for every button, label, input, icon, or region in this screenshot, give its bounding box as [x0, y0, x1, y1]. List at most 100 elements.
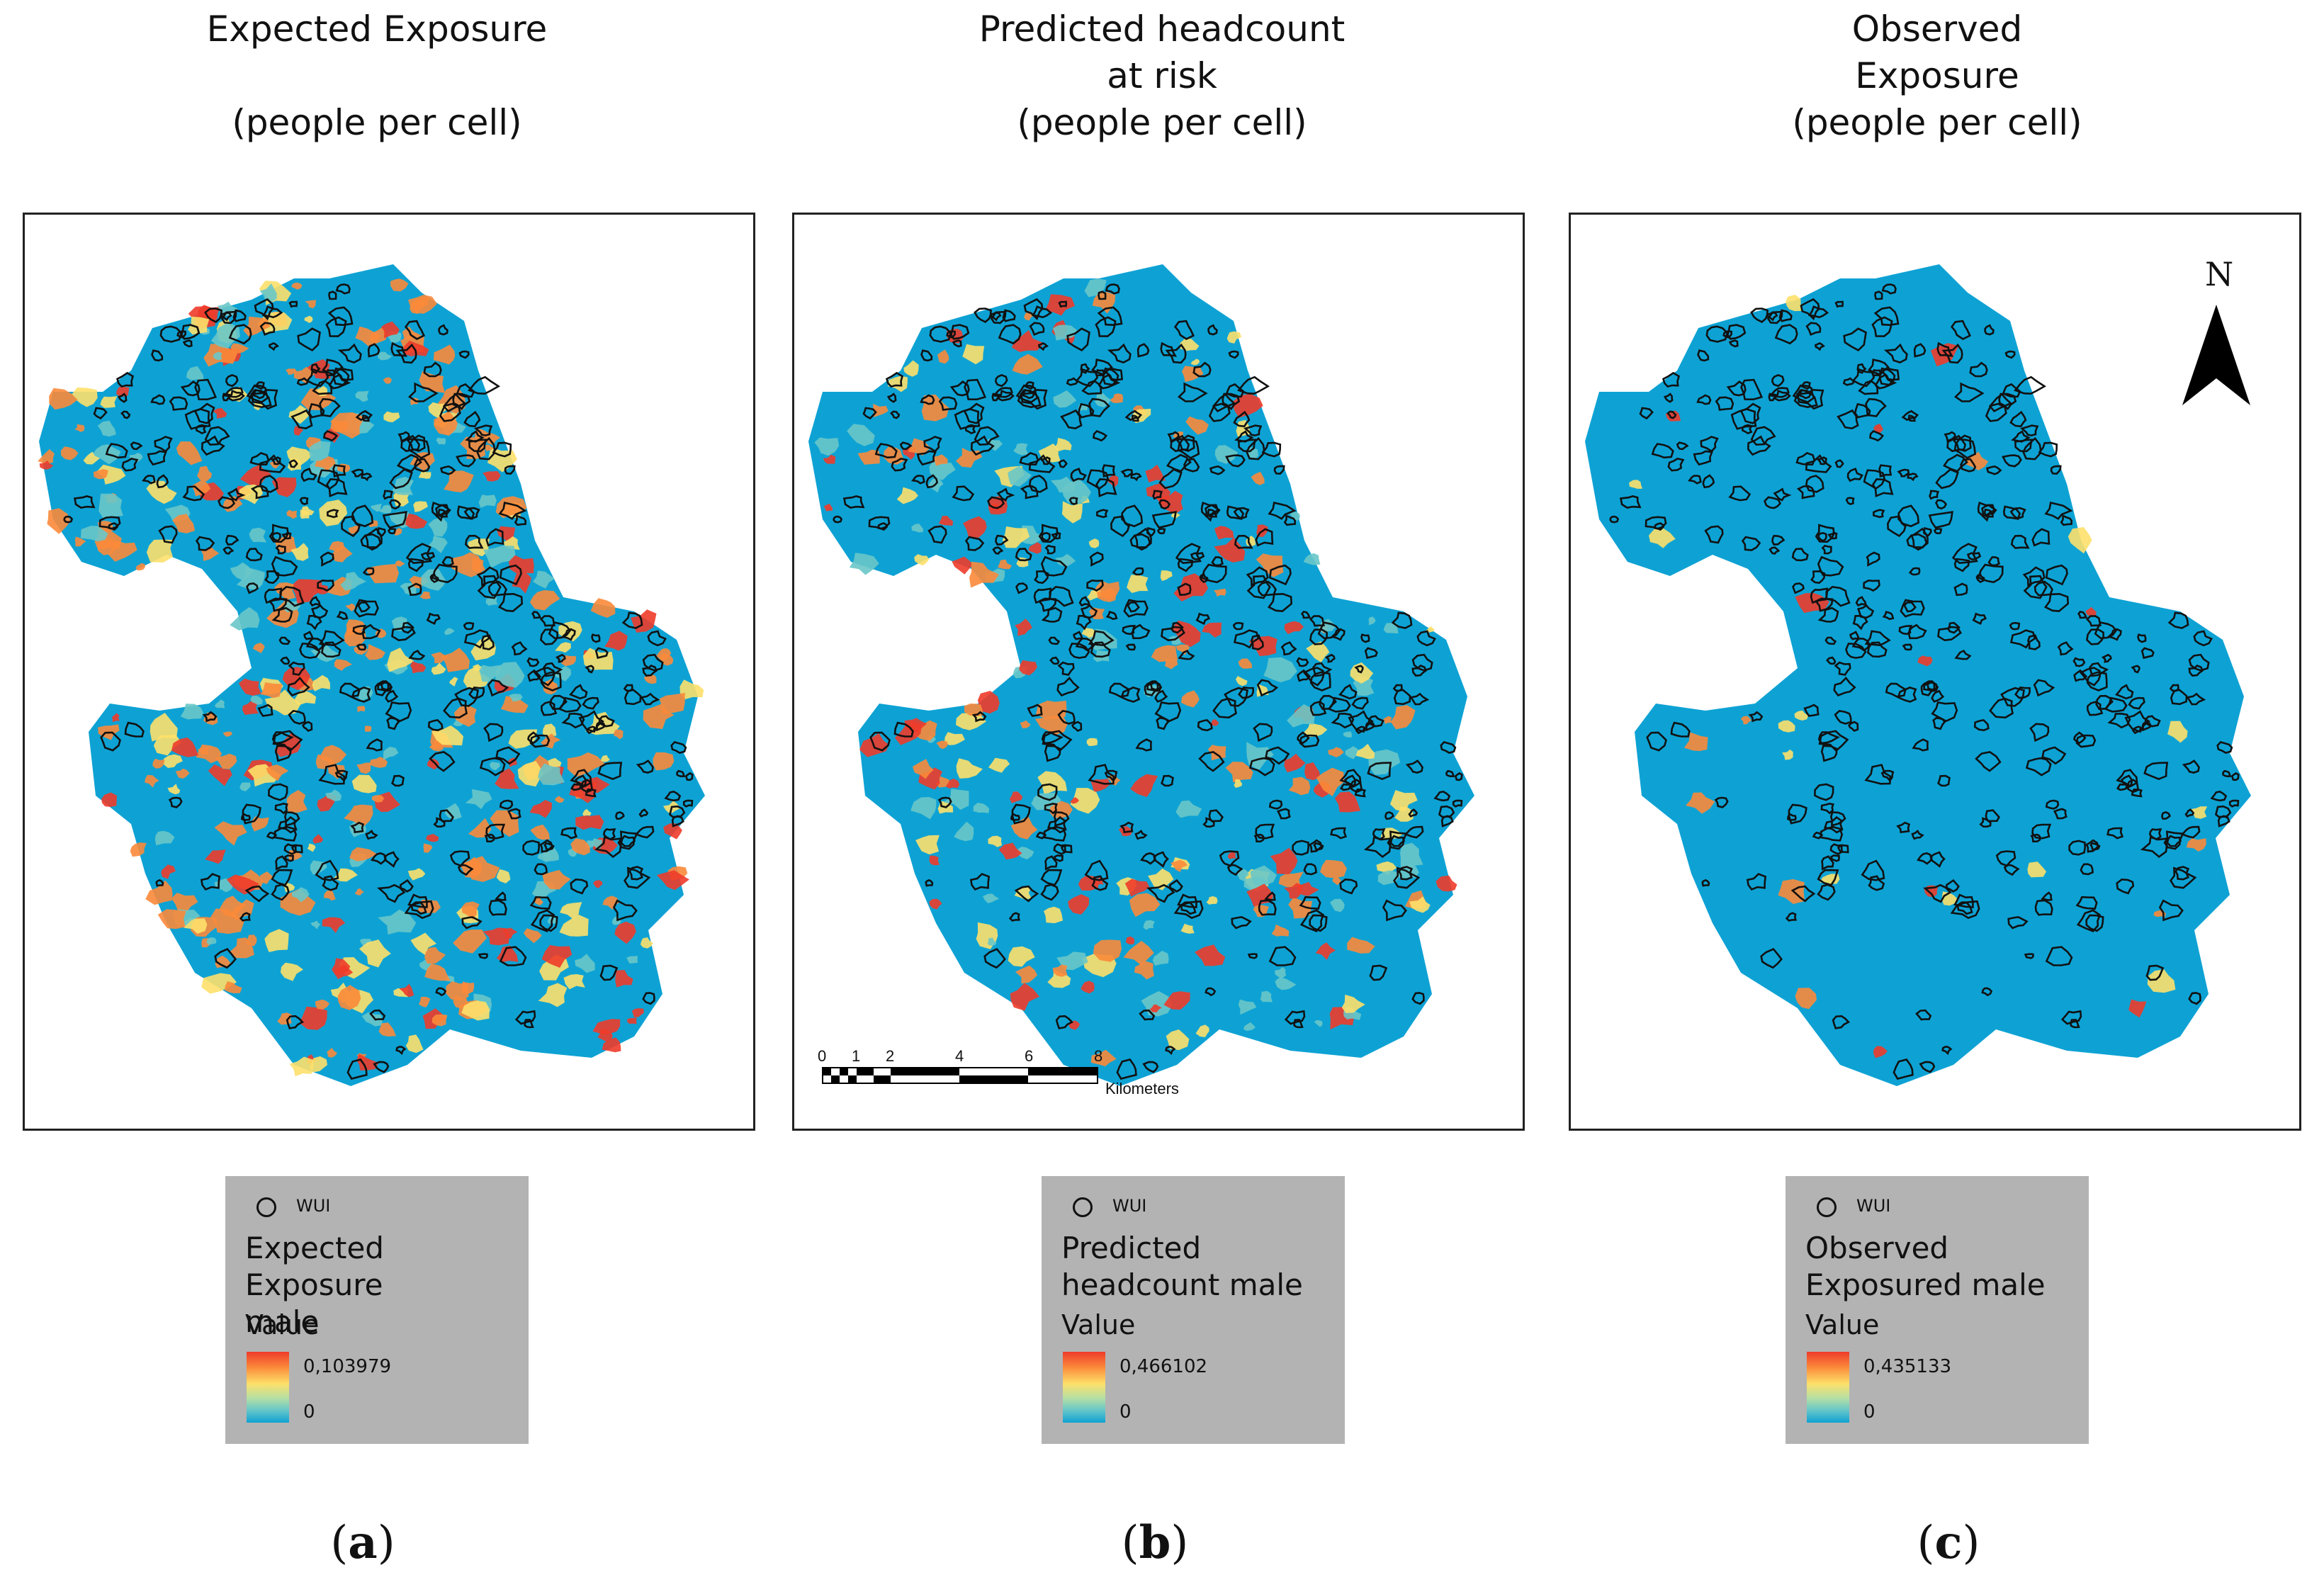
exposure-patch — [1683, 732, 1708, 751]
exposure-patch — [74, 424, 85, 432]
wui-outline — [1057, 661, 1075, 676]
wui-outline — [1817, 869, 1839, 886]
wui-outline — [325, 316, 347, 337]
wui-outline — [485, 528, 504, 547]
exposure-patch — [1107, 475, 1119, 487]
wui-outline — [543, 842, 555, 851]
wui-outline — [2104, 696, 2128, 713]
exposure-patch — [483, 927, 509, 946]
wui-outline — [1102, 367, 1119, 386]
wui-outline — [1897, 504, 1920, 528]
exposure-patch — [1168, 636, 1183, 645]
panel-b-letter: (b) — [1121, 1516, 1189, 1569]
wui-outline — [262, 305, 283, 319]
wui-outline — [1817, 731, 1840, 745]
wui-outline — [2014, 375, 2046, 395]
wui-outline — [383, 490, 393, 500]
exposure-patch — [324, 890, 336, 901]
wui-outline — [2140, 835, 2168, 859]
wui-outline — [142, 475, 156, 485]
exposure-patch — [541, 944, 572, 968]
wui-outline — [1201, 563, 1227, 584]
wui-outline — [602, 828, 616, 841]
wui-outline — [389, 499, 402, 510]
wui-outline — [2188, 992, 2201, 1005]
wui-outline — [992, 387, 1013, 398]
map-panel-a[interactable] — [23, 213, 755, 1131]
exposure-patch — [529, 800, 552, 818]
wui-outline — [504, 465, 516, 475]
exposure-patch — [444, 470, 474, 492]
wui-outlines — [833, 283, 1463, 1080]
wui-outline — [1764, 496, 1782, 509]
exposure-patch — [414, 296, 429, 306]
exposure-patch — [424, 947, 446, 964]
wui-outline — [456, 383, 475, 398]
wui-outline — [1363, 835, 1392, 859]
exposure-patch — [643, 674, 657, 684]
wui-outline — [1906, 533, 1928, 551]
wui-outline — [1778, 309, 1793, 322]
exposure-patch — [2068, 527, 2092, 554]
wui-outline — [2072, 657, 2086, 667]
wui-outline — [996, 487, 1015, 502]
exposure-patch — [1211, 719, 1219, 726]
wui-outline — [1771, 534, 1786, 546]
wui-outline — [200, 873, 221, 891]
wui-outline — [1849, 631, 1861, 640]
wui-outline — [2076, 909, 2102, 932]
exposure-patch — [49, 388, 78, 410]
wui-outline — [463, 507, 480, 519]
exposure-patch — [1214, 526, 1234, 540]
exposure-patch — [1134, 961, 1154, 980]
exposure-patch — [478, 495, 497, 508]
wui-outline — [624, 689, 642, 706]
wui-outline — [1769, 546, 1781, 555]
wui-outline — [2116, 878, 2135, 895]
wui-outline — [1817, 531, 1827, 542]
wui-outline — [1139, 1009, 1156, 1021]
wui-outline — [1816, 456, 1827, 465]
map-panel-b[interactable] — [792, 213, 1525, 1131]
wui-outline — [1896, 821, 1911, 834]
exposure-patch — [559, 915, 589, 937]
wui-outline — [1121, 504, 1144, 528]
exposure-patch — [1175, 644, 1190, 655]
wui-outline — [395, 1046, 407, 1056]
wui-outline — [1267, 592, 1293, 612]
exposure-patch — [512, 572, 531, 594]
wui-outline — [2144, 715, 2161, 728]
exposure-patch — [479, 665, 501, 682]
wui-outline — [1097, 306, 1123, 327]
wui-outline — [257, 704, 273, 717]
exposure-patch — [1284, 753, 1306, 773]
wui-outline — [382, 511, 407, 529]
map-panel-c[interactable] — [1569, 213, 2301, 1131]
wui-outline — [1662, 371, 1681, 388]
wui-outline — [488, 899, 507, 916]
wui-outline — [151, 349, 164, 362]
wui-outline — [1704, 525, 1724, 544]
exposure-patch — [410, 661, 427, 674]
exposure-patch — [115, 387, 130, 397]
exposure-patch — [129, 453, 143, 463]
wui-outline — [1049, 586, 1074, 607]
wui-outline — [833, 515, 843, 524]
wui-outline — [259, 322, 276, 337]
wui-outline — [1035, 831, 1047, 840]
exposure-patch — [449, 677, 458, 687]
wui-outline — [1255, 528, 1274, 547]
exposure-patch — [969, 561, 999, 588]
exposure-patch — [1345, 746, 1360, 759]
wui-outline — [287, 677, 310, 697]
exposure-patch — [305, 300, 317, 309]
exposure-patch — [146, 480, 177, 504]
wui-outline — [484, 833, 495, 843]
wui-outline — [1297, 669, 1312, 682]
wui-outline — [195, 536, 215, 551]
wui-outline — [121, 458, 139, 472]
exposure-patch — [289, 1056, 314, 1077]
wui-outline — [1953, 558, 1970, 572]
exposure-patch — [1020, 720, 1031, 728]
wui-outline — [527, 731, 541, 745]
